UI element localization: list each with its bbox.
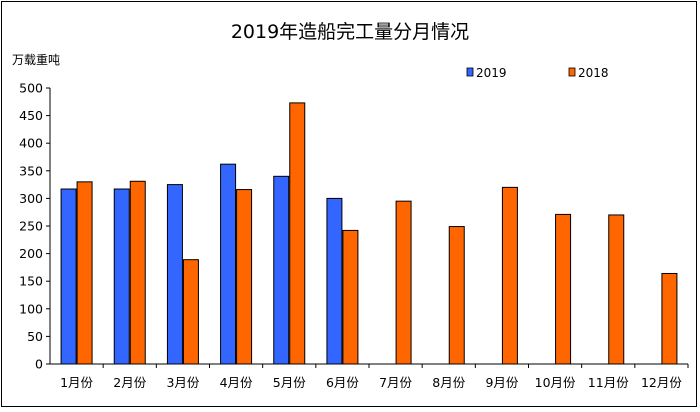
bar-2019-3 <box>166 184 183 365</box>
y-tick-label: 450 <box>19 108 43 123</box>
chart-frame: 2019年造船完工量分月情况 万载重吨 2019 2018 0 50 100 150 20… <box>1 1 697 407</box>
bars <box>60 102 678 365</box>
y-tick-label: 300 <box>19 191 43 206</box>
legend-swatch-2018 <box>568 67 576 77</box>
legend-swatch-2019 <box>466 67 474 77</box>
x-tick-label: 1月份 <box>60 375 93 390</box>
x-tick-label: 2月份 <box>113 375 146 390</box>
y-tick-label: 350 <box>19 163 43 178</box>
bar-2018-9 <box>501 186 518 365</box>
y-tick-label: 150 <box>19 274 43 289</box>
x-tick-label: 11月份 <box>588 375 629 390</box>
x-tick-label: 8月份 <box>432 375 465 390</box>
bar-2019-1 <box>60 188 77 365</box>
y-tick-label: 250 <box>19 219 43 234</box>
y-tick-label: 0 <box>35 357 43 372</box>
bar-2018-8 <box>448 226 465 365</box>
y-tick-label: 500 <box>19 81 43 96</box>
x-tick-label: 6月份 <box>326 375 359 390</box>
x-axis-ticks: 1月份 2月份 3月份 4月份 5月份 6月份 7月份 8月份 9月份 10月份 11月份 12月份 <box>60 364 689 390</box>
chart-title: 2019年造船完工量分月情况 <box>231 21 469 43</box>
y-tick-label: 100 <box>19 301 43 316</box>
bar-2019-6 <box>326 197 343 365</box>
x-tick-label: 3月份 <box>166 375 199 390</box>
y-tick-label: 200 <box>19 246 43 261</box>
bar-2019-2 <box>113 188 130 365</box>
bar-2018-5 <box>289 102 306 365</box>
x-tick-label: 9月份 <box>485 375 518 390</box>
bar-2018-1 <box>76 181 93 365</box>
y-axis-label: 万载重吨 <box>12 53 60 67</box>
bar-2018-10 <box>555 213 572 365</box>
x-tick-label: 4月份 <box>220 375 253 390</box>
bar-2019-4 <box>220 163 237 365</box>
bar-2018-11 <box>608 214 625 365</box>
bar-2018-3 <box>182 259 199 365</box>
bar-2018-6 <box>342 229 359 365</box>
legend: 2019 2018 <box>466 66 609 80</box>
legend-label-2018: 2018 <box>578 66 609 80</box>
x-tick-label: 5月份 <box>273 375 306 390</box>
legend-label-2019: 2019 <box>476 66 507 80</box>
x-tick-label: 12月份 <box>641 375 682 390</box>
bar-2018-4 <box>236 189 253 365</box>
axes <box>49 88 688 365</box>
y-tick-label: 50 <box>27 329 43 344</box>
x-tick-label: 10月份 <box>535 375 576 390</box>
bar-2018-2 <box>129 180 146 365</box>
y-axis-ticks: 0 50 100 150 200 250 300 350 400 450 500 <box>19 81 50 372</box>
bar-2019-5 <box>273 175 290 365</box>
bar-2018-12 <box>661 272 678 365</box>
y-tick-label: 400 <box>19 136 43 151</box>
bar-chart: 2019年造船完工量分月情况 万载重吨 2019 2018 0 50 100 150 20… <box>12 21 689 390</box>
bar-2018-7 <box>395 200 412 365</box>
x-tick-label: 7月份 <box>379 375 412 390</box>
